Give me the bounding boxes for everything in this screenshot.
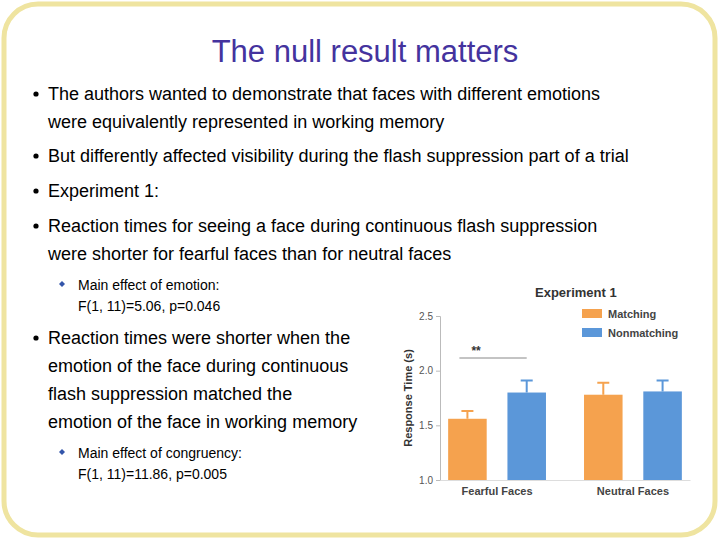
bullet-text: Experiment 1:: [48, 181, 159, 201]
y-axis: 1.0 1.5 2.0 2.5: [419, 311, 440, 486]
x-axis: Fearful Faces Neutral Faces: [441, 480, 691, 497]
y-tick-label: 1.5: [419, 420, 433, 431]
y-axis-line: [436, 317, 441, 481]
bullet-text: Reaction times for seeing a face during …: [48, 216, 597, 236]
error-bar: [657, 381, 669, 392]
y-tick-mark: [436, 371, 440, 372]
bullet-text: were equivalently represented in working…: [47, 112, 444, 132]
bullet-text: emotion of the face in working memory: [48, 412, 357, 432]
bar: [584, 395, 623, 480]
bar: [507, 393, 546, 480]
bullet-dot: [33, 153, 38, 158]
slide: The null result matters The authors wante…: [0, 0, 720, 540]
legend-label: Nonmatching: [608, 327, 678, 339]
bullet-dot: [33, 91, 38, 96]
sub-bullet-text: Main effect of emotion:: [78, 277, 219, 293]
significance-label: **: [471, 344, 481, 358]
legend-item: Nonmatching: [582, 327, 678, 339]
bullet-dot: [33, 335, 38, 340]
error-bar: [597, 383, 609, 395]
significance-bracket: [459, 358, 526, 359]
x-axis-line: [441, 480, 691, 481]
bar: [448, 419, 487, 480]
x-tick: Neutral Faces: [597, 480, 669, 497]
x-tick-label: Fearful Faces: [462, 485, 533, 497]
bar: [643, 391, 682, 480]
slide-title: The null result matters: [212, 34, 519, 69]
y-tick: 2.0: [419, 365, 440, 376]
y-tick-mark: [436, 425, 440, 426]
y-tick-label: 1.0: [419, 475, 433, 486]
bullet-dot: [33, 223, 38, 228]
plot-marks: [448, 381, 682, 480]
error-bar: [461, 411, 473, 419]
legend-swatch: [582, 328, 602, 337]
y-tick-mark: [436, 316, 440, 317]
bullet-text: emotion of the face during continuous: [48, 356, 348, 376]
sub-bullet-text: Main effect of congruency:: [78, 445, 242, 461]
legend: Matching Nonmatching: [582, 308, 678, 339]
y-axis-title: Response Time (s): [402, 349, 414, 447]
y-tick-label: 2.0: [419, 365, 433, 376]
sub-bullet-text: F(1, 11)=11.86, p=0.005: [78, 466, 227, 482]
bullet-text: flash suppression matched the: [48, 384, 292, 404]
x-tick: Fearful Faces: [462, 480, 533, 497]
bullet-text: were shorter for fearful faces than for …: [47, 244, 451, 264]
error-bar: [521, 381, 533, 393]
sub-bullet-text: F(1, 11)=5.06, p=0.046: [78, 298, 220, 314]
bullet-dot: [33, 188, 38, 193]
legend-item: Matching: [582, 308, 656, 320]
x-tick-label: Neutral Faces: [597, 485, 669, 497]
legend-swatch: [582, 309, 602, 318]
y-tick: 2.5: [419, 311, 440, 322]
y-tick: 1.5: [419, 420, 440, 431]
bullet-text: The authors wanted to demonstrate that f…: [48, 84, 600, 104]
slide-frame: [4, 4, 715, 535]
y-tick-mark: [436, 480, 440, 481]
sub-bullet-mark: [59, 449, 65, 455]
sub-bullet-mark: [59, 281, 65, 287]
bullet-text: But differently affected visibility duri…: [48, 146, 629, 166]
chart-title: Experiment 1: [535, 285, 617, 300]
legend-label: Matching: [608, 308, 656, 320]
bullet-text: Reaction times were shorter when the: [48, 328, 350, 348]
y-tick: 1.0: [419, 475, 440, 486]
chart: Experiment 1 Response Time (s) 1.0 1.5 2.0 2.…: [402, 285, 691, 497]
y-tick-label: 2.5: [419, 311, 433, 322]
